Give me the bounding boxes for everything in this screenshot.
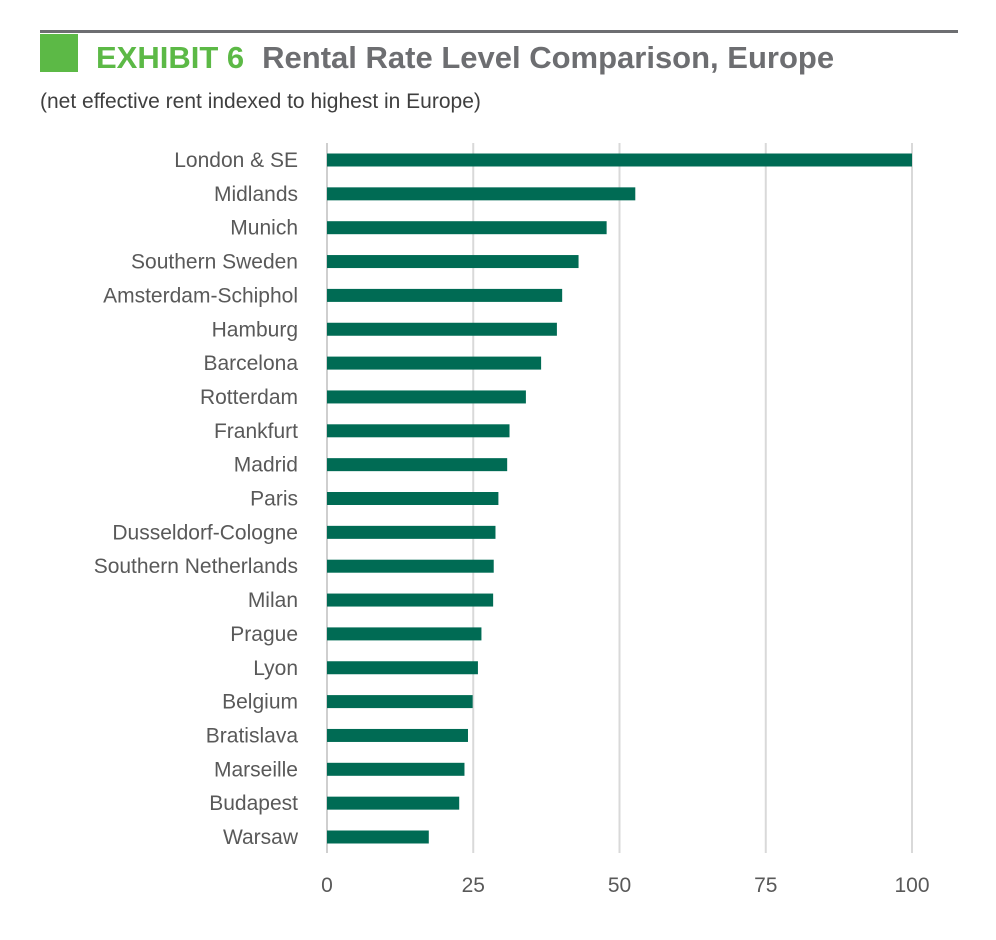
bar [327,796,460,810]
bar [327,728,468,742]
bar [327,627,482,641]
bar [327,762,465,776]
bar [327,153,912,167]
bar [327,187,636,201]
x-tick-label: 100 [894,874,929,897]
category-label: Barcelona [203,352,298,375]
category-label: Rotterdam [200,386,298,409]
category-label: Hamburg [212,318,298,341]
bar [327,695,473,709]
category-label: Bratislava [206,724,299,747]
category-label: Paris [250,488,298,511]
bar [327,424,510,438]
category-label: London & SE [174,149,298,172]
bar [327,322,557,336]
exhibit-label: EXHIBIT 6 [96,40,245,75]
bar [327,830,429,844]
x-tick-label: 25 [462,874,485,897]
chart-subtitle: (net effective rent indexed to highest i… [40,90,481,113]
bar [327,221,607,235]
category-label: Frankfurt [214,420,298,443]
bar [327,525,496,539]
category-label: Madrid [234,454,298,477]
category-label: Dusseldorf-Cologne [112,521,298,544]
category-label: Belgium [222,691,298,714]
bar [327,356,542,370]
category-label: Lyon [253,657,298,680]
bar [327,593,494,607]
bar [327,255,579,269]
category-label: Warsaw [223,826,299,849]
bar [327,661,478,675]
bar [327,492,499,505]
category-label: Amsterdam-Schiphol [103,284,298,307]
bar [327,559,494,573]
category-label: Southern Sweden [131,251,298,274]
x-tick-label: 75 [754,874,777,897]
category-label: Budapest [209,792,298,815]
exhibit-square-icon [40,34,78,72]
x-tick-label: 0 [321,874,333,897]
chart-title: Rental Rate Level Comparison, Europe [262,40,835,75]
category-label: Milan [248,589,298,612]
category-label: Midlands [214,183,298,206]
category-label: Marseille [214,758,298,781]
top-rule [40,30,958,33]
x-tick-label: 50 [608,874,631,897]
category-label: Munich [230,217,298,240]
bar [327,288,563,302]
category-label: Prague [230,623,298,646]
bar [327,390,526,404]
bar [327,458,508,472]
chart-header: EXHIBIT 6 Rental Rate Level Comparison, E… [96,40,834,76]
category-label: Southern Netherlands [94,555,298,578]
